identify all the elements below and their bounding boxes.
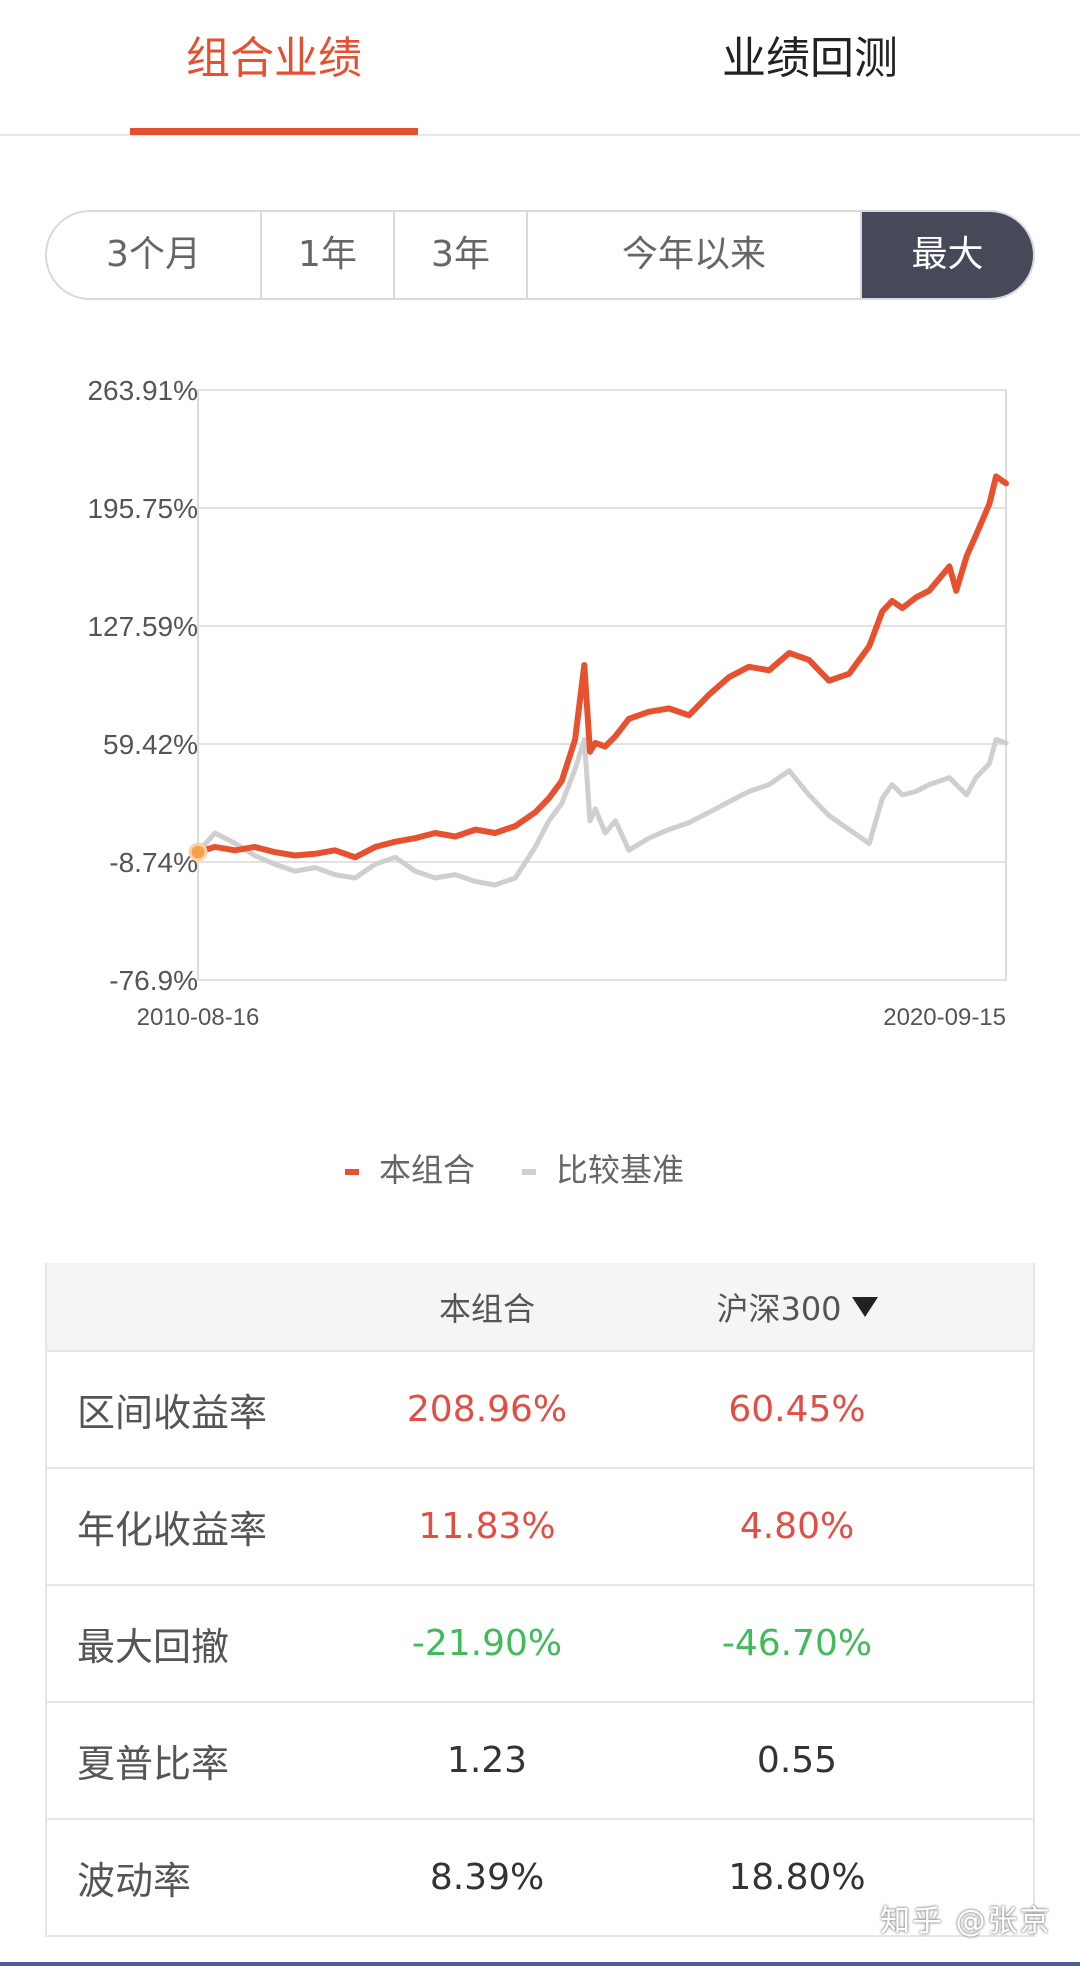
benchmark-value: -46.70%	[721, 1623, 873, 1664]
legend-label-portfolio: 本组合	[379, 1151, 476, 1189]
benchmark-value: 18.80%	[728, 1857, 866, 1898]
y-tick-label: 127.59%	[87, 611, 198, 642]
y-tick-label: -76.9%	[109, 965, 198, 996]
portfolio-value: 11.83%	[418, 1506, 556, 1547]
header-portfolio: 本组合	[438, 1289, 535, 1328]
top-tabs: 组合业绩 业绩回测	[0, 0, 1080, 136]
watermark: 知乎 @张京	[880, 1904, 1052, 1939]
legend-item-portfolio[interactable]: 本组合	[345, 1145, 475, 1195]
y-tick-label: 59.42%	[103, 729, 198, 760]
y-tick-label: 263.91%	[87, 375, 198, 406]
stats-header-row: 本组合 沪深300	[47, 1263, 1033, 1350]
benchmark-value: 4.80%	[739, 1506, 855, 1547]
stats-row-annualized-return: 年化收益率 11.83% 4.80%	[47, 1467, 1033, 1584]
start-point-marker	[188, 842, 208, 862]
caret-down-icon	[851, 1296, 878, 1317]
stats-row-interval-return: 区间收益率 208.96% 60.45%	[47, 1350, 1033, 1467]
range-3-years[interactable]: 3年	[395, 212, 528, 298]
row-label: 夏普比率	[77, 1742, 230, 1786]
tab-backtest[interactable]: 业绩回测	[722, 33, 898, 84]
series-line-benchmark	[195, 737, 1009, 888]
benchmark-value: 0.55	[756, 1740, 838, 1781]
stats-table: 本组合 沪深300 区间收益率 208.96% 60.45% 年化收益率 11.…	[45, 1263, 1035, 1937]
stats-row-volatility: 波动率 8.39% 18.80%	[47, 1818, 1033, 1935]
legend-item-benchmark[interactable]: 比较基准	[522, 1145, 684, 1195]
range-selector: 3个月 1年 3年 今年以来 最大	[45, 210, 1035, 300]
active-tab-indicator	[130, 128, 418, 135]
row-label: 波动率	[77, 1859, 192, 1903]
legend-label-benchmark: 比较基准	[556, 1151, 685, 1189]
header-benchmark-label: 沪深300	[716, 1289, 842, 1328]
header-benchmark-select[interactable]: 沪深300	[677, 1263, 917, 1350]
legend-swatch-benchmark	[522, 1169, 536, 1175]
benchmark-value: 60.45%	[728, 1389, 866, 1430]
series-line-portfolio	[195, 473, 1009, 861]
y-tick-label: 195.75%	[87, 493, 198, 524]
row-label: 最大回撤	[77, 1625, 230, 1669]
stats-row-sharpe: 夏普比率 1.23 0.55	[47, 1701, 1033, 1818]
range-max[interactable]: 最大	[862, 212, 1033, 298]
row-label: 区间收益率	[77, 1391, 268, 1435]
portfolio-value: 8.39%	[429, 1857, 545, 1898]
performance-chart[interactable]: 263.91% 195.75% 127.59% 59.42% -8.74% -76.9% 2…	[0, 370, 1080, 1040]
row-label: 年化收益率	[77, 1508, 268, 1552]
portfolio-value: 1.23	[446, 1740, 528, 1781]
bottom-edge-bar	[0, 1962, 1080, 1966]
range-3-months[interactable]: 3个月	[47, 212, 262, 298]
chart-svg: 263.91% 195.75% 127.59% 59.42% -8.74% -76.9% 2…	[87, 375, 1009, 1031]
legend-swatch-portfolio	[345, 1169, 359, 1175]
x-tick-label: 2020-09-15	[883, 1004, 1006, 1031]
plot-frame	[197, 389, 1007, 981]
y-tick-label: -8.74%	[109, 847, 198, 878]
portfolio-value: -21.90%	[411, 1623, 563, 1664]
stats-row-max-drawdown: 最大回撤 -21.90% -46.70%	[47, 1584, 1033, 1701]
range-1-year[interactable]: 1年	[262, 212, 395, 298]
tab-portfolio-performance[interactable]: 组合业绩	[186, 33, 362, 84]
x-tick-label: 2010-08-16	[137, 1004, 260, 1031]
chart-legend: 本组合 比较基准	[0, 1145, 1080, 1195]
range-ytd[interactable]: 今年以来	[528, 212, 862, 298]
portfolio-value: 208.96%	[406, 1389, 568, 1430]
